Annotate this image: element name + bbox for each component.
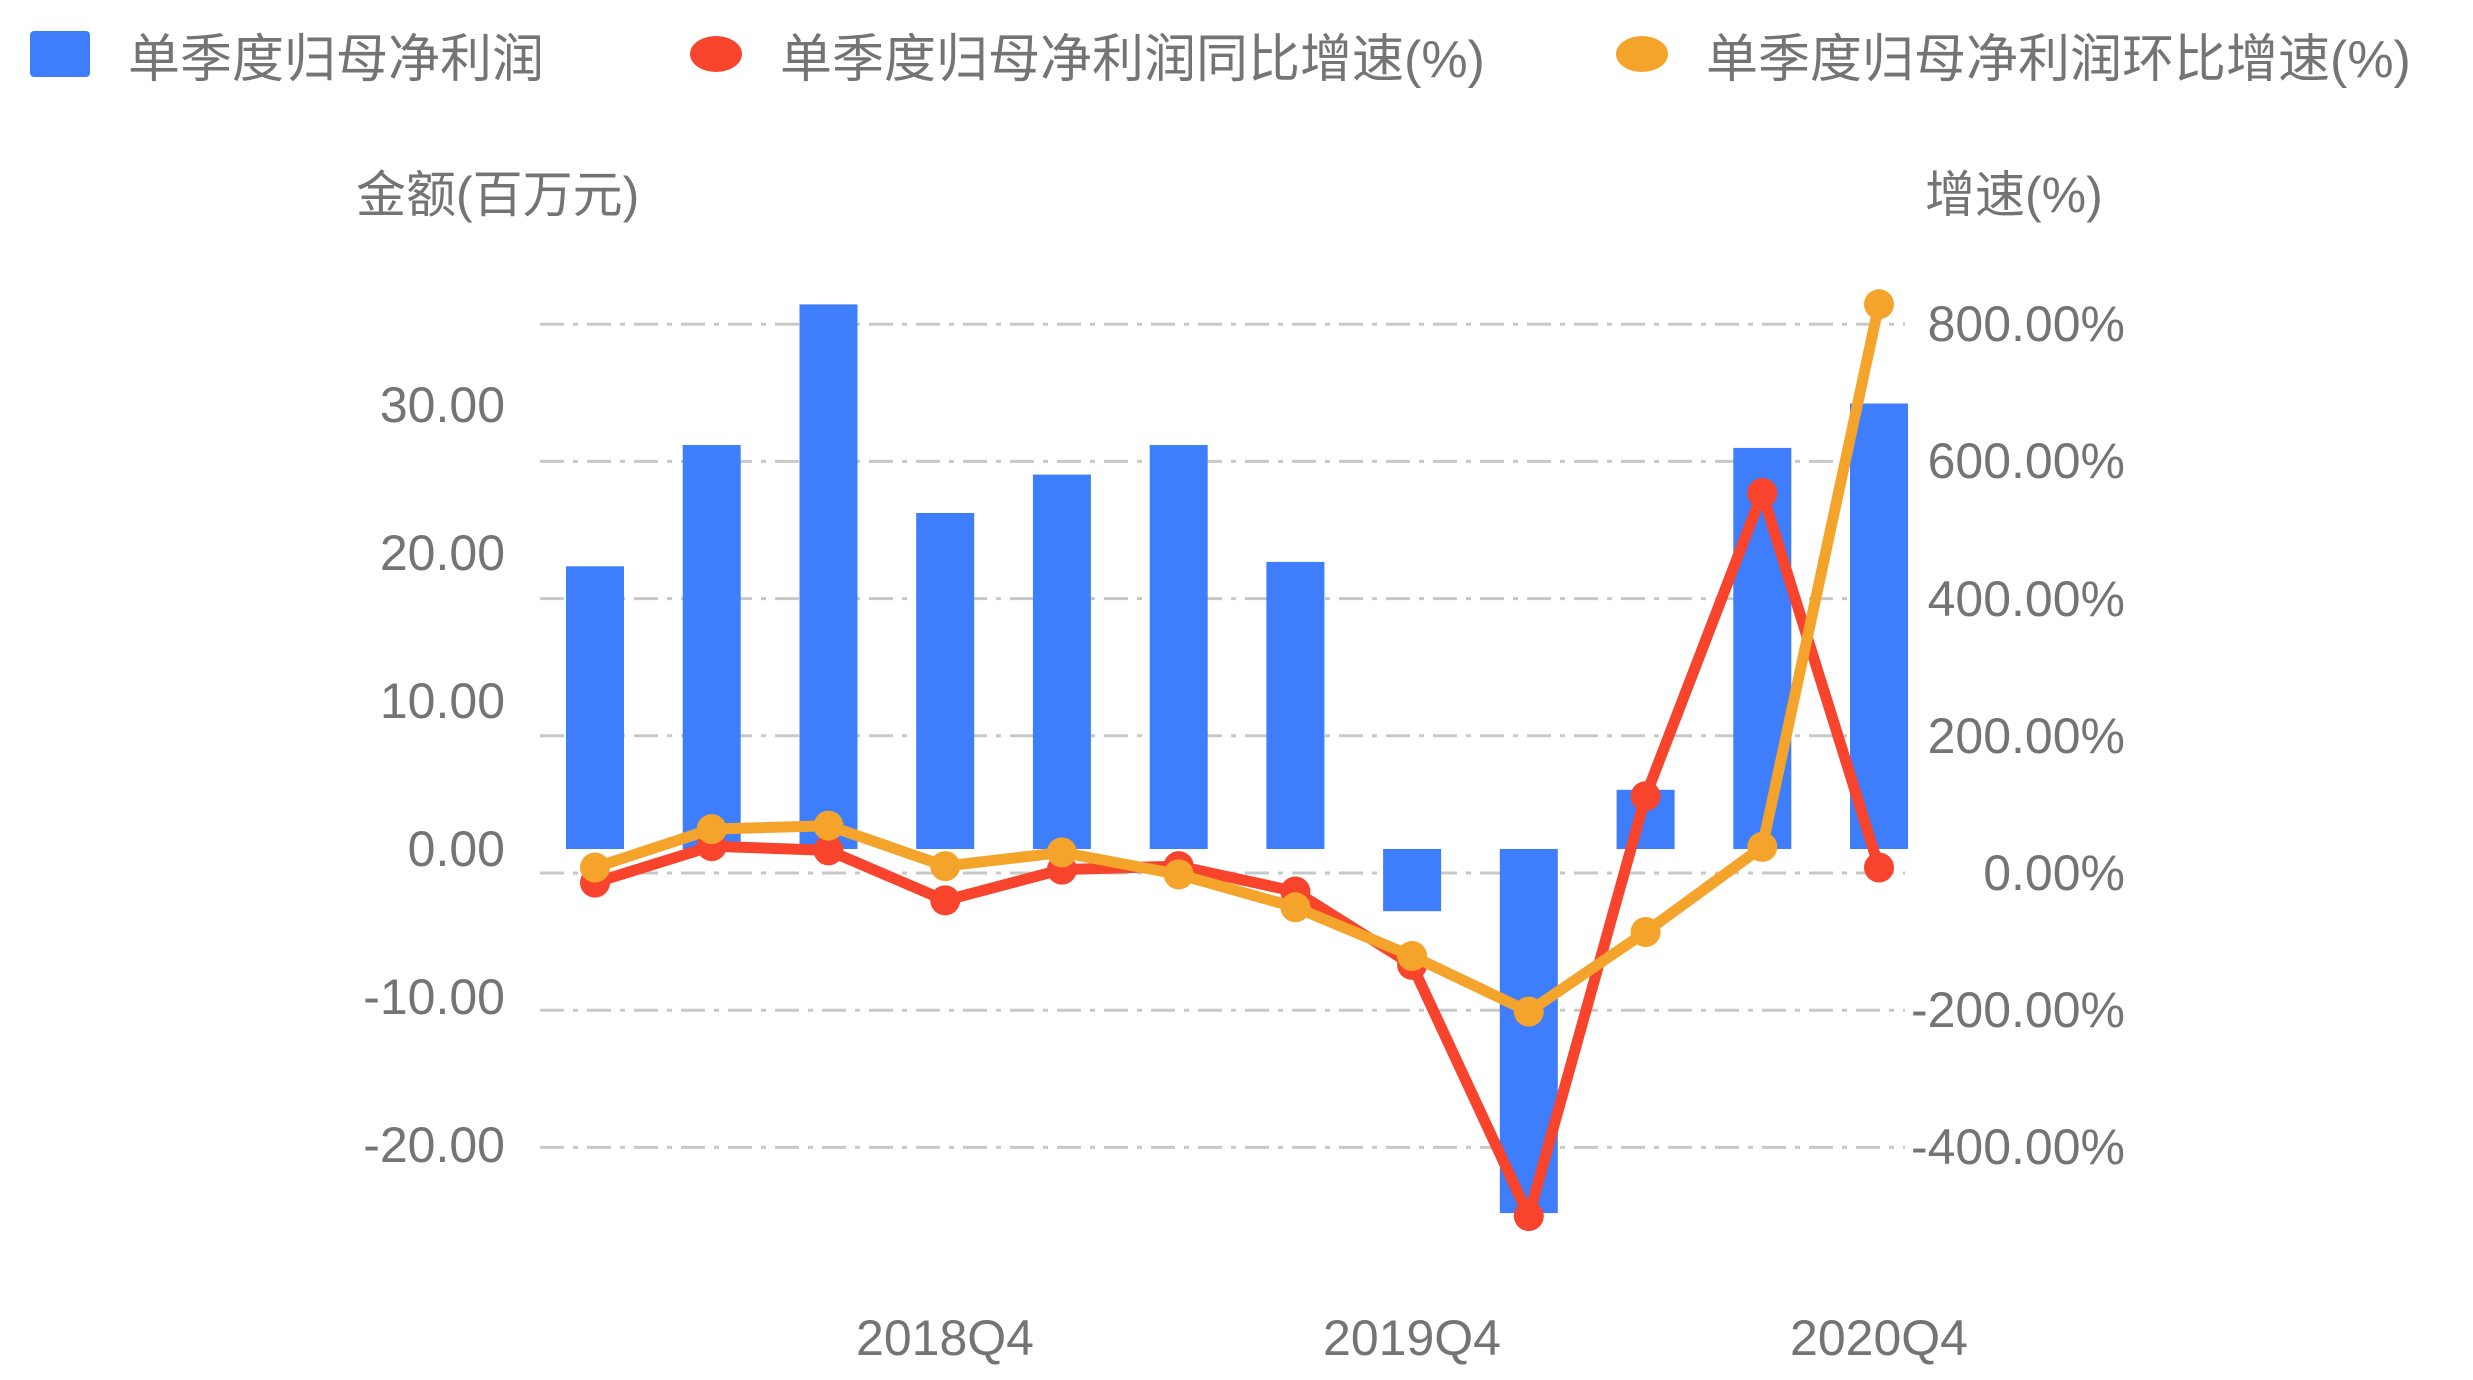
bar[interactable] bbox=[1149, 445, 1208, 849]
qoq-line-marker-icon bbox=[1616, 36, 1668, 72]
yoy-marker[interactable] bbox=[930, 885, 961, 916]
qoq-marker[interactable] bbox=[580, 852, 610, 883]
x-axis-tick-label: 2019Q4 bbox=[1323, 1310, 1501, 1366]
left-axis-tick-label: -10.00 bbox=[363, 969, 505, 1025]
right-axis-tick-label: -400.00% bbox=[1910, 1119, 2125, 1175]
qoq-line bbox=[589, 298, 1885, 1018]
bar[interactable] bbox=[916, 513, 975, 849]
qoq-marker[interactable] bbox=[1630, 917, 1661, 947]
left-axis-tick-label: 0.00 bbox=[407, 821, 505, 877]
yoy-line-marker-icon bbox=[690, 36, 742, 72]
yoy-line bbox=[589, 487, 1885, 1222]
qoq-marker[interactable] bbox=[1864, 289, 1894, 320]
qoq-marker[interactable] bbox=[1046, 837, 1077, 868]
qoq-marker[interactable] bbox=[930, 851, 961, 882]
bar[interactable] bbox=[682, 445, 741, 849]
qoq-marker[interactable] bbox=[1513, 996, 1544, 1027]
bar[interactable] bbox=[1266, 561, 1325, 849]
bar-series-swatch-icon bbox=[30, 31, 90, 77]
left-axis-tick-label: 30.00 bbox=[379, 377, 505, 433]
legend-item-label: 单季度归母净利润环比增速(%) bbox=[1706, 30, 2411, 89]
bar[interactable] bbox=[1032, 474, 1091, 849]
qoq-marker[interactable] bbox=[1163, 859, 1194, 890]
qoq-marker[interactable] bbox=[813, 810, 844, 841]
yoy-marker[interactable] bbox=[1513, 1201, 1544, 1231]
yoy-marker[interactable] bbox=[1630, 781, 1661, 812]
legend-item-qoq-growth[interactable]: 单季度归母净利润环比增速(%) bbox=[1616, 20, 2411, 89]
qoq-marker[interactable] bbox=[696, 814, 727, 845]
legend-item-yoy-growth[interactable]: 单季度归母净利润同比增速(%) bbox=[690, 20, 1485, 89]
left-axis-tick-label: 20.00 bbox=[379, 525, 505, 581]
x-axis-tick-label: 2020Q4 bbox=[1790, 1310, 1968, 1366]
right-axis-tick-label: 400.00% bbox=[1927, 571, 2125, 627]
yoy-marker[interactable] bbox=[1864, 852, 1894, 883]
right-axis-tick-label: 600.00% bbox=[1927, 433, 2125, 489]
legend-item-label: 单季度归母净利润 bbox=[128, 30, 545, 89]
right-axis-tick-label: 0.00% bbox=[1983, 845, 2125, 901]
yoy-marker[interactable] bbox=[813, 835, 844, 866]
qoq-marker[interactable] bbox=[1747, 831, 1778, 862]
left-axis-tick-label: -20.00 bbox=[363, 1117, 505, 1173]
left-axis-tick-label: 10.00 bbox=[379, 673, 505, 729]
right-axis-tick-label: -200.00% bbox=[1910, 982, 2125, 1038]
x-axis-tick-label: 2018Q4 bbox=[856, 1310, 1034, 1366]
right-axis-tick-label: 200.00% bbox=[1927, 708, 2125, 764]
qoq-marker[interactable] bbox=[1280, 892, 1311, 923]
qoq-marker[interactable] bbox=[1397, 941, 1428, 971]
legend-item-label: 单季度归母净利润同比增速(%) bbox=[780, 30, 1485, 89]
bar[interactable] bbox=[1383, 849, 1442, 912]
bar[interactable] bbox=[799, 304, 858, 849]
right-axis-title: 增速(%) bbox=[1925, 167, 2103, 223]
right-axis-tick-label: 800.00% bbox=[1927, 296, 2125, 352]
yoy-marker[interactable] bbox=[1747, 478, 1778, 508]
legend-item-net-profit[interactable]: 单季度归母净利润 bbox=[30, 20, 544, 89]
bar[interactable] bbox=[1850, 403, 1908, 850]
left-axis-title: 金额(百万元) bbox=[356, 167, 640, 223]
bar[interactable] bbox=[566, 566, 624, 849]
